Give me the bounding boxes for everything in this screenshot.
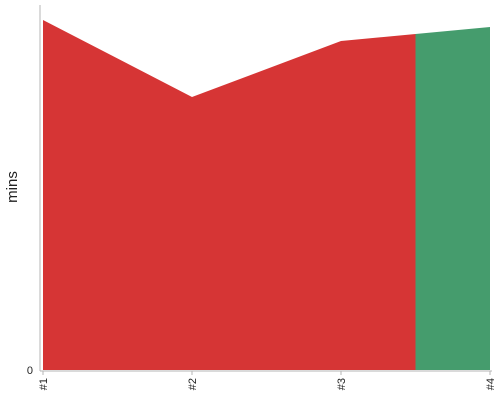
y-axis-title: mins bbox=[4, 171, 21, 203]
x-tick-label: #4 bbox=[485, 378, 497, 390]
y-tick-group: 0 bbox=[27, 365, 33, 377]
x-tick-group: #1 #2 #3 #4 bbox=[38, 371, 497, 390]
area-series-2 bbox=[415, 27, 490, 370]
x-tick-label: #2 bbox=[187, 378, 199, 390]
y-tick-label: 0 bbox=[27, 365, 33, 377]
x-tick-label: #1 bbox=[38, 378, 50, 390]
area-series-group bbox=[43, 20, 490, 370]
area-series-1 bbox=[43, 20, 416, 370]
x-tick-label: #3 bbox=[336, 378, 348, 390]
